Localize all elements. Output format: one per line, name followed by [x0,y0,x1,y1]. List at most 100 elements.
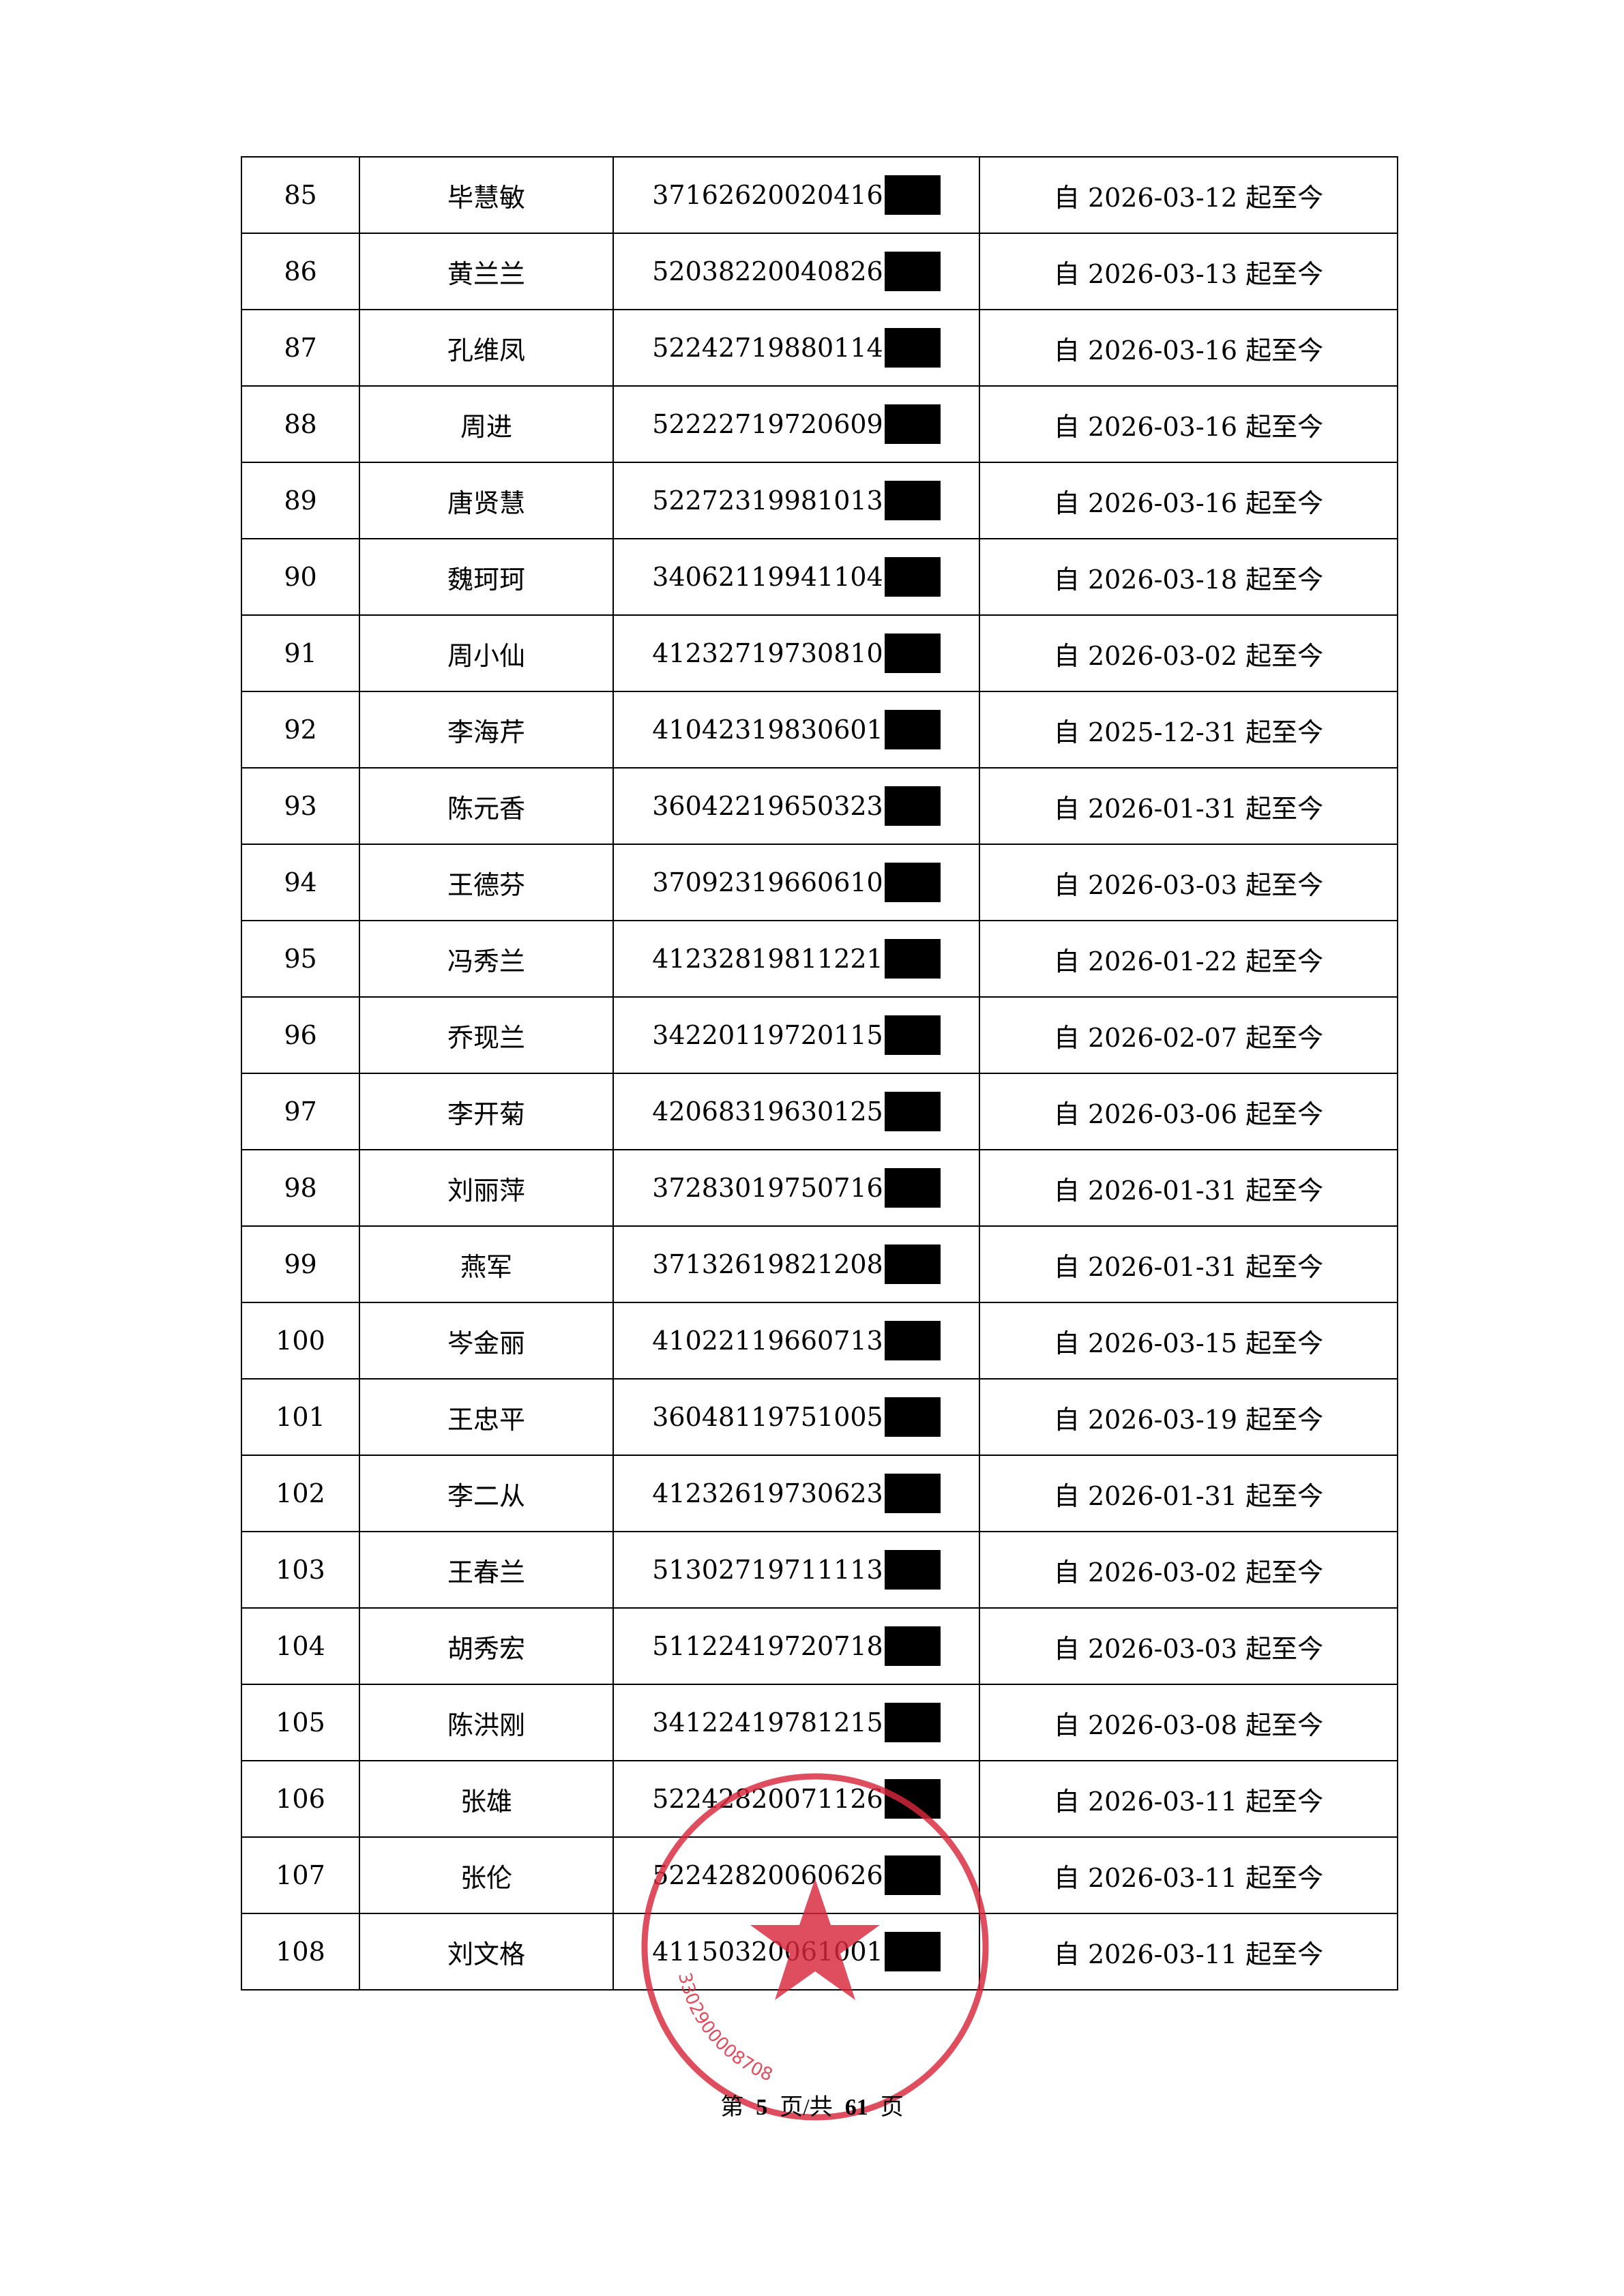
person-name: 李海芹 [359,691,614,769]
redaction-mask [884,1779,941,1819]
row-number: 95 [241,920,360,998]
id-number: 52242820071126 [652,1784,883,1814]
person-name: 李二从 [359,1455,614,1532]
table-row: 95 冯秀兰 41232819811221 自 2026-01-22 起至今 [241,920,1398,998]
id-number: 51122419720718 [652,1631,883,1661]
id-number-cell: 34122419781215 [612,1684,980,1761]
redaction-mask [884,1932,941,1971]
id-number: 41150320061001 [652,1937,883,1967]
id-number-cell: 51122419720718 [612,1607,980,1685]
id-number-cell: 51302719711113 [612,1531,980,1609]
person-name: 张雄 [359,1760,614,1838]
period: 自 2026-01-22 起至今 [979,920,1398,998]
table-row: 85 毕慧敏 37162620020416 自 2026-03-12 起至今 [241,156,1398,234]
person-name: 张伦 [359,1836,614,1914]
period: 自 2026-03-08 起至今 [979,1684,1398,1761]
row-number: 103 [241,1531,360,1609]
person-name: 王忠平 [359,1378,614,1456]
row-number: 100 [241,1302,360,1380]
redaction-mask [884,328,941,368]
row-number: 89 [241,462,360,539]
row-number: 85 [241,156,360,234]
person-name: 乔现兰 [359,996,614,1074]
id-number-cell: 41232619730623 [612,1455,980,1532]
period: 自 2026-03-18 起至今 [979,538,1398,616]
redaction-mask [884,404,941,444]
row-number: 86 [241,233,360,310]
table-row: 98 刘丽萍 37283019750716 自 2026-01-31 起至今 [241,1149,1398,1227]
redaction-mask [884,1474,941,1513]
row-number: 94 [241,844,360,921]
id-number: 37132619821208 [652,1249,883,1279]
row-number: 108 [241,1913,360,1991]
person-name: 胡秀宏 [359,1607,614,1685]
period: 自 2026-03-11 起至今 [979,1913,1398,1991]
row-number: 101 [241,1378,360,1456]
id-number-cell: 52222719720609 [612,385,980,463]
person-name: 黄兰兰 [359,233,614,310]
id-number: 52222719720609 [652,409,883,439]
table-row: 103 王春兰 51302719711113 自 2026-03-02 起至今 [241,1531,1398,1609]
id-number: 34122419781215 [652,1708,883,1738]
person-name: 周小仙 [359,614,614,692]
period: 自 2026-03-03 起至今 [979,844,1398,921]
redaction-mask [884,939,941,979]
id-number: 41022119660713 [652,1326,883,1356]
id-number: 37162620020416 [652,180,883,210]
table-row: 96 乔现兰 34220119720115 自 2026-02-07 起至今 [241,996,1398,1074]
id-number: 51302719711113 [652,1555,883,1585]
id-number: 41042319830601 [652,715,883,745]
period: 自 2026-03-11 起至今 [979,1836,1398,1914]
row-number: 87 [241,309,360,387]
row-number: 93 [241,767,360,845]
table-row: 93 陈元香 36042219650323 自 2026-01-31 起至今 [241,767,1398,845]
table-row: 108 刘文格 41150320061001 自 2026-03-11 起至今 [241,1913,1398,1991]
person-name: 李开菊 [359,1073,614,1150]
id-number-cell: 52038220040826 [612,233,980,310]
redaction-mask [884,1626,941,1666]
period: 自 2026-03-11 起至今 [979,1760,1398,1838]
redaction-mask [884,1015,941,1055]
table-row: 91 周小仙 41232719730810 自 2026-03-02 起至今 [241,614,1398,692]
person-name: 王春兰 [359,1531,614,1609]
period: 自 2025-12-31 起至今 [979,691,1398,769]
id-number: 52038220040826 [652,256,883,286]
row-number: 102 [241,1455,360,1532]
person-name: 冯秀兰 [359,920,614,998]
redaction-mask [884,710,941,749]
period: 自 2026-01-31 起至今 [979,1455,1398,1532]
table-row: 100 岑金丽 41022119660713 自 2026-03-15 起至今 [241,1302,1398,1380]
id-number-cell: 34220119720115 [612,996,980,1074]
period: 自 2026-03-16 起至今 [979,385,1398,463]
person-name: 魏珂珂 [359,538,614,616]
table-row: 106 张雄 52242820071126 自 2026-03-11 起至今 [241,1760,1398,1838]
person-name: 王德芬 [359,844,614,921]
person-name: 陈洪刚 [359,1684,614,1761]
id-number: 37092319660610 [652,867,883,897]
id-number: 37283019750716 [652,1173,883,1203]
id-number: 41232719730810 [652,638,883,668]
redaction-mask [884,1855,941,1895]
period: 自 2026-03-03 起至今 [979,1607,1398,1685]
id-number-cell: 41150320061001 [612,1913,980,1991]
id-number-cell: 41022119660713 [612,1302,980,1380]
redaction-mask [884,175,941,215]
redaction-mask [884,1397,941,1437]
row-number: 106 [241,1760,360,1838]
table-row: 86 黄兰兰 52038220040826 自 2026-03-13 起至今 [241,233,1398,310]
redaction-mask [884,863,941,902]
id-number-cell: 37092319660610 [612,844,980,921]
redaction-mask [884,1703,941,1742]
redaction-mask [884,252,941,291]
id-number: 52242820060626 [652,1860,883,1890]
table-row: 90 魏珂珂 34062119941104 自 2026-03-18 起至今 [241,538,1398,616]
table-row: 87 孔维凤 52242719880114 自 2026-03-16 起至今 [241,309,1398,387]
table-row: 89 唐贤慧 52272319981013 自 2026-03-16 起至今 [241,462,1398,539]
id-number-cell: 37132619821208 [612,1225,980,1303]
redaction-mask [884,786,941,826]
id-number: 36042219650323 [652,791,883,821]
id-number: 52272319981013 [652,486,883,516]
id-number: 42068319630125 [652,1097,883,1127]
redaction-mask [884,1321,941,1360]
id-number-cell: 41232819811221 [612,920,980,998]
